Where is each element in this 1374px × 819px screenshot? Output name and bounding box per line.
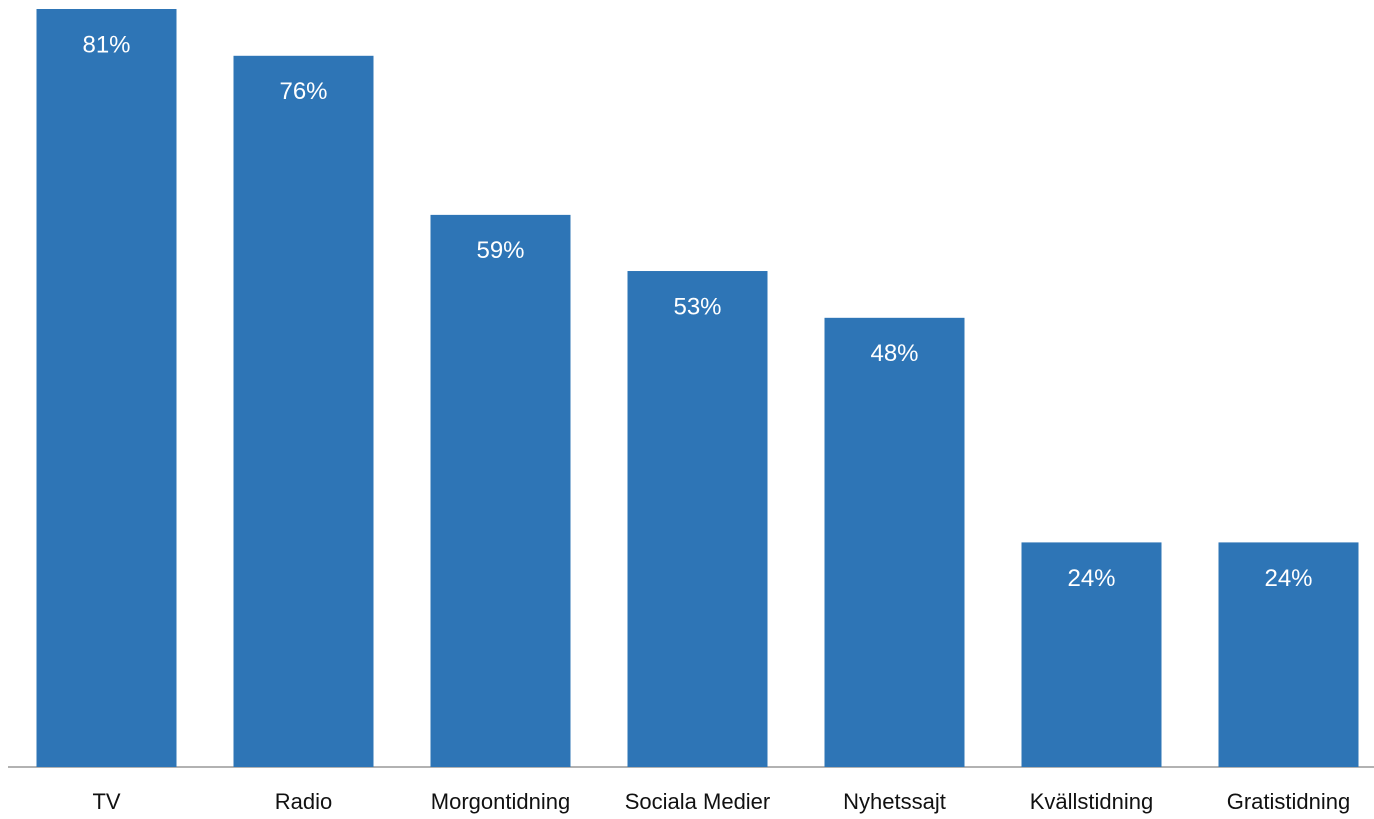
x-tick-label: Morgontidning [431,789,570,814]
value-label: 59% [476,237,524,264]
bar [36,9,177,767]
value-label: 24% [1264,565,1312,592]
value-label: 76% [279,78,327,105]
x-tick-label: Nyhetssajt [843,789,946,814]
bar [233,55,374,768]
bar [824,317,965,767]
value-label: 81% [82,31,130,58]
bar [627,271,768,767]
x-tick-label: Gratistidning [1227,789,1351,814]
value-label: 24% [1067,565,1115,592]
bar [1021,542,1162,767]
x-tick-label: TV [92,789,120,814]
x-tick-label: Radio [275,789,332,814]
x-tick-label: Sociala Medier [625,789,771,814]
x-tick-label: Kvällstidning [1030,789,1154,814]
bar [1218,542,1359,767]
bar [430,214,571,768]
value-label: 53% [673,293,721,320]
value-label: 48% [870,340,918,367]
